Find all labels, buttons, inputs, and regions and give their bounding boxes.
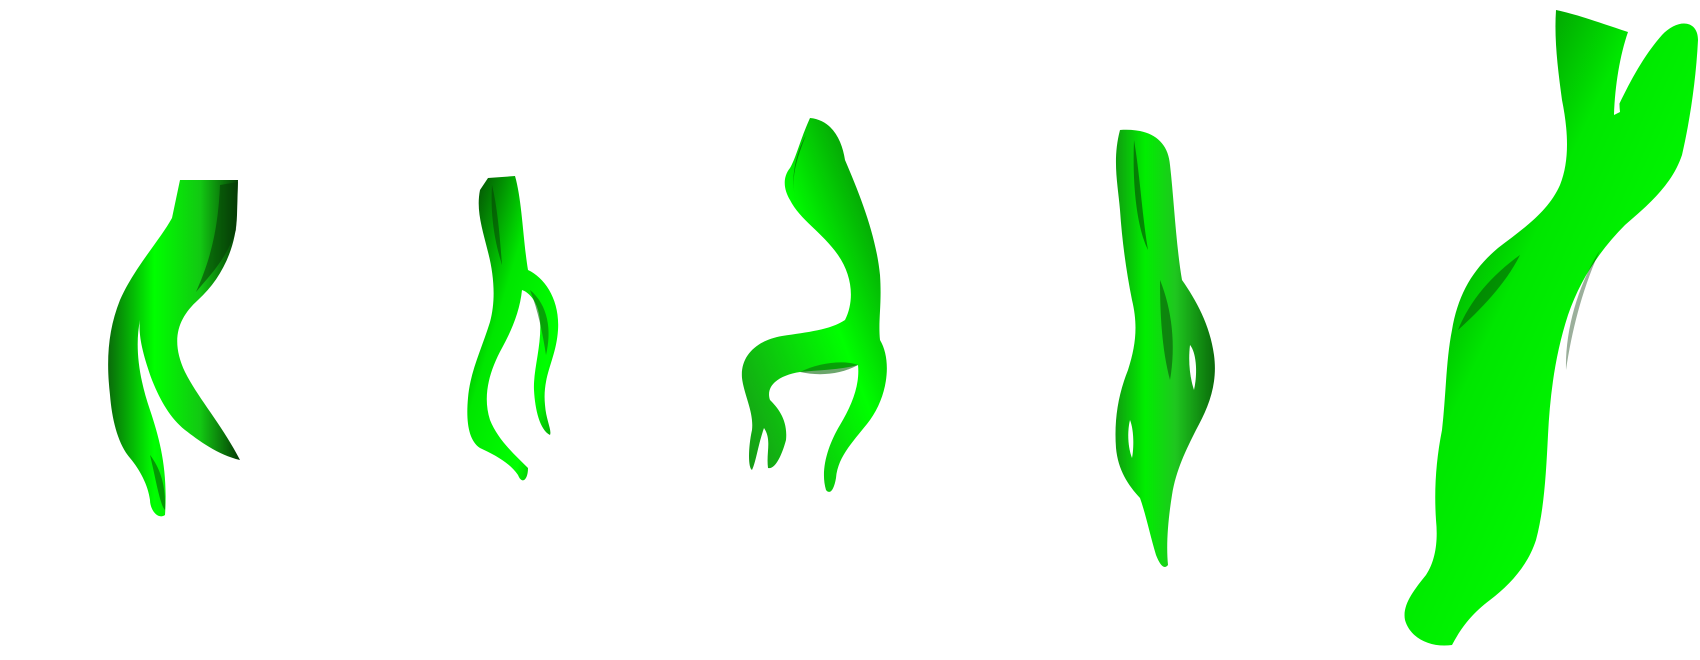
tract-rendering-3 bbox=[741, 118, 887, 492]
tract-rendering-2 bbox=[467, 176, 559, 481]
tract-rendering-1 bbox=[108, 180, 240, 517]
tract-rendering-4 bbox=[1115, 129, 1215, 567]
tract-rendering-5 bbox=[1404, 10, 1698, 646]
